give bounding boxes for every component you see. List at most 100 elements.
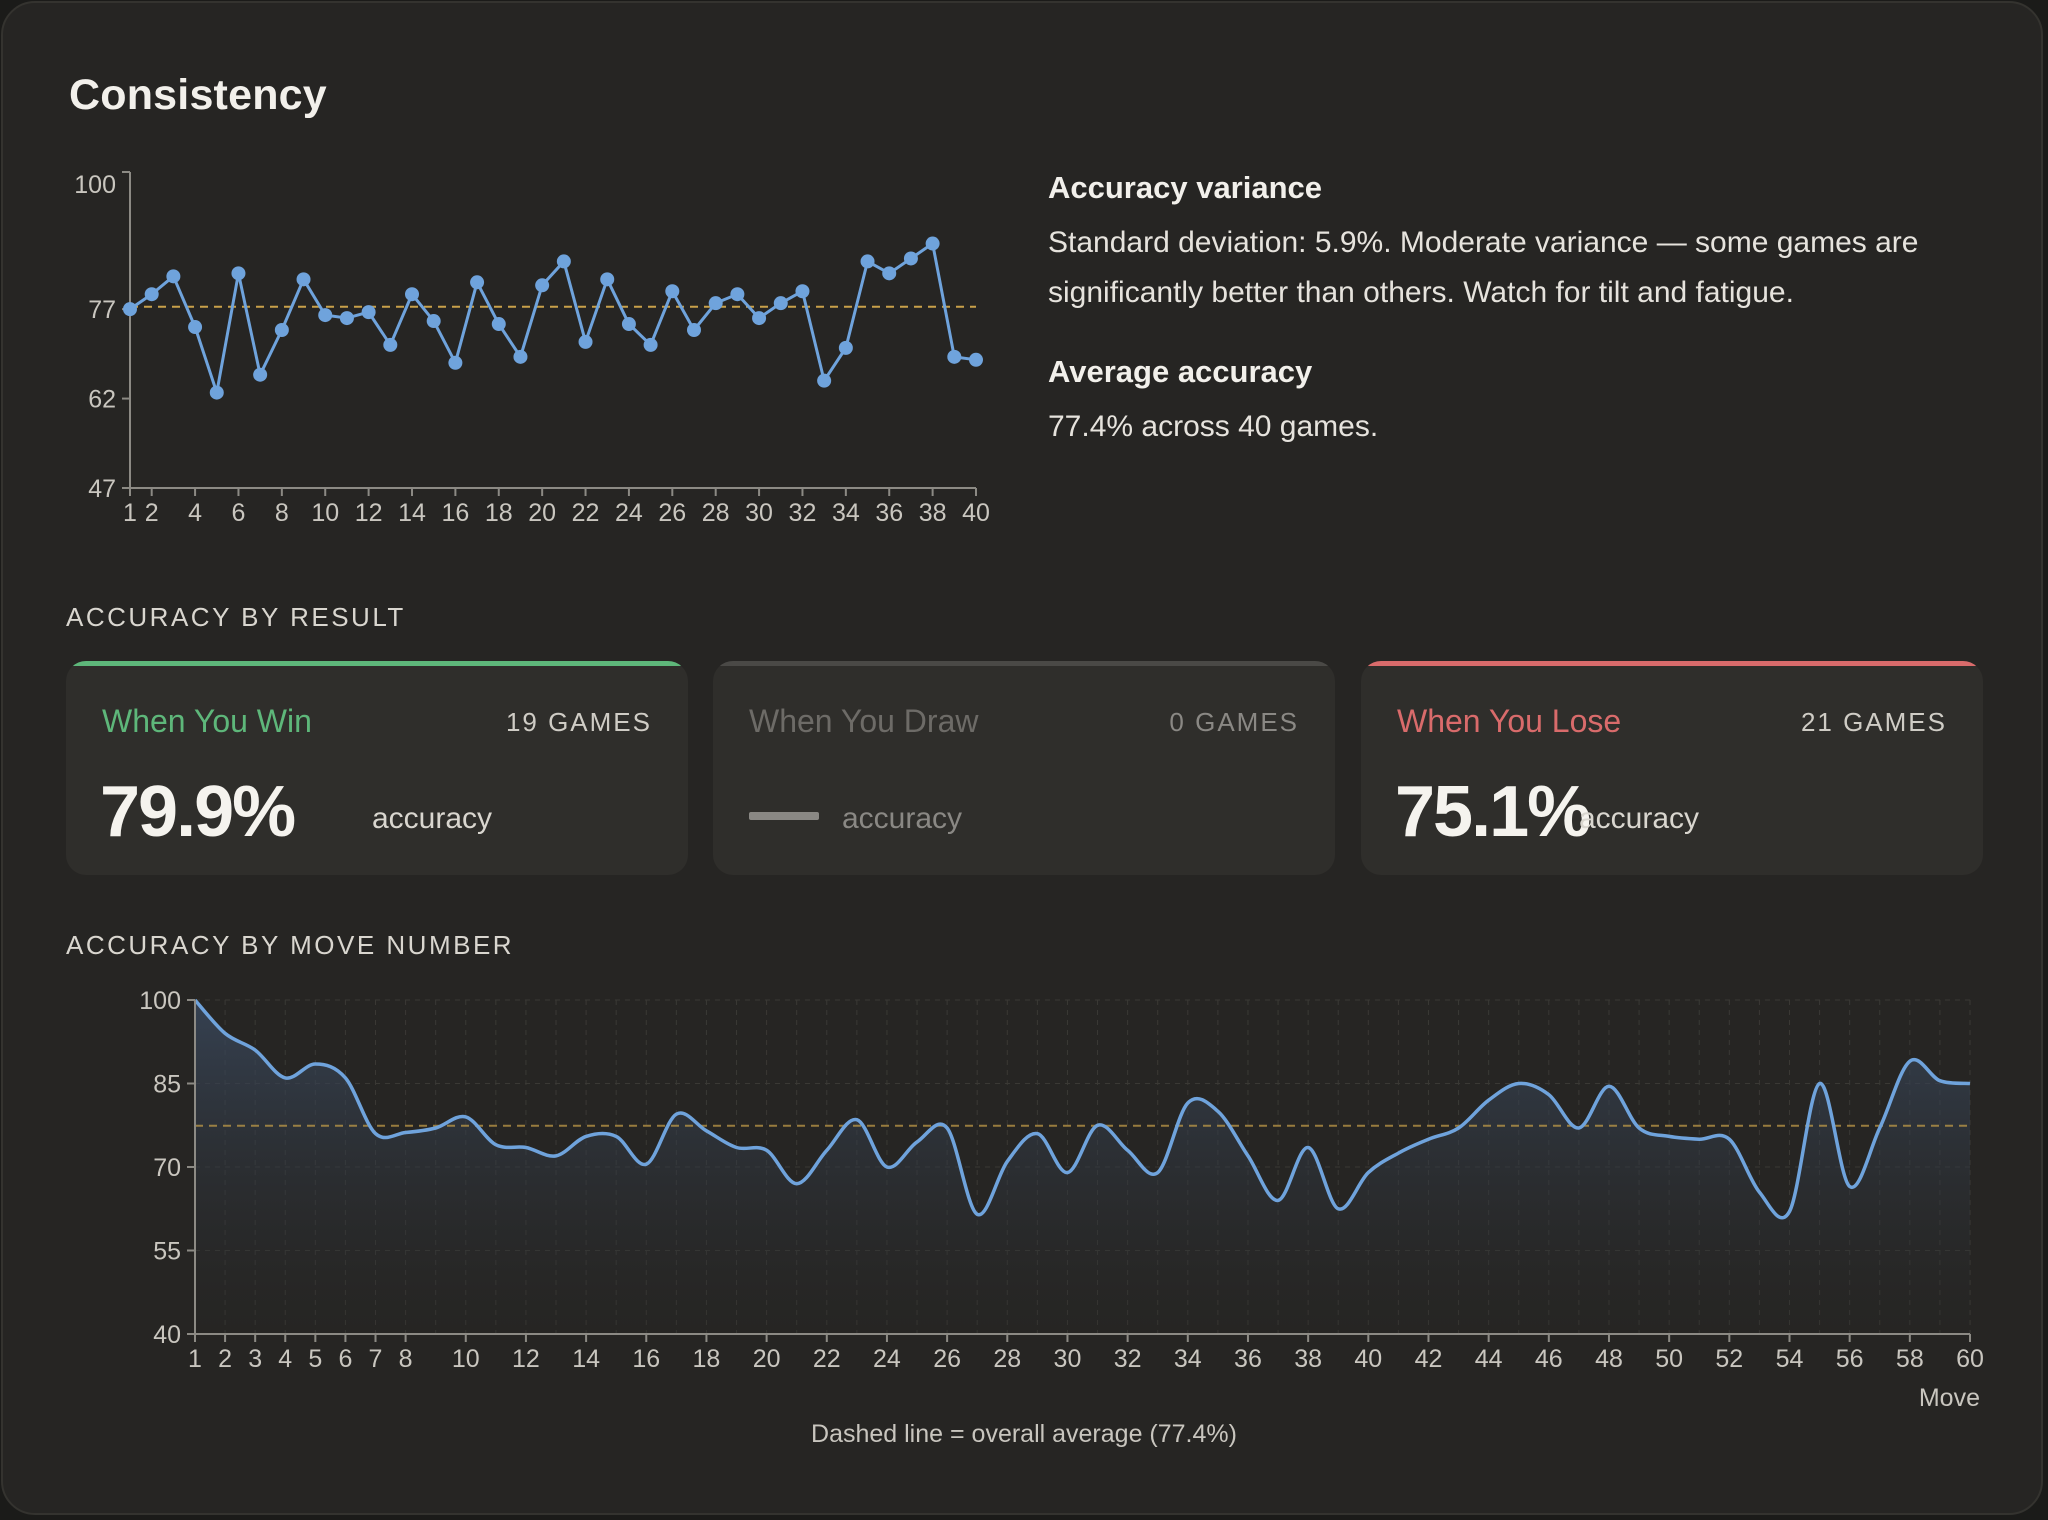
y-tick-label: 55	[153, 1238, 181, 1266]
average-heading: Average accuracy	[1048, 354, 1313, 389]
draw-card: When You Draw 0 GAMES accuracy	[713, 661, 1335, 875]
x-tick-label: 22	[813, 1345, 841, 1373]
x-tick-label: 30	[1054, 1345, 1082, 1373]
x-tick-label: 1	[123, 499, 137, 527]
move-section-label: ACCURACY BY MOVE NUMBER	[66, 930, 515, 960]
win-card-games: 19 GAMES	[505, 707, 652, 737]
accuracy-series-line	[193, 998, 1971, 1220]
x-tick-label: 34	[832, 499, 860, 527]
average-text: 77.4% across 40 games.	[1048, 410, 1379, 443]
x-tick-label: 16	[632, 1345, 660, 1373]
data-point	[513, 349, 528, 364]
data-point	[773, 296, 788, 311]
page-title: Consistency	[69, 71, 327, 119]
data-point	[795, 284, 810, 299]
x-tick-label: 4	[278, 1345, 292, 1373]
draw-card-accent	[713, 661, 1335, 666]
data-point	[470, 275, 485, 290]
lose-card-value: 75.1%	[1395, 772, 1591, 852]
data-point	[708, 296, 723, 311]
data-point	[903, 251, 918, 266]
data-point	[882, 266, 897, 281]
x-tick-label: 24	[615, 499, 643, 527]
x-tick-label: 28	[993, 1345, 1021, 1373]
x-tick-label: 32	[1114, 1345, 1142, 1373]
y-tick-label: 85	[153, 1071, 181, 1099]
win-card-title: When You Win	[102, 703, 312, 739]
x-tick-label: 24	[873, 1345, 901, 1373]
data-point	[296, 272, 311, 287]
x-tick-label: 54	[1776, 1345, 1804, 1373]
y-tick-label: 77	[88, 296, 116, 324]
x-tick-label: 60	[1956, 1345, 1984, 1373]
x-tick-label: 26	[933, 1345, 961, 1373]
data-point	[925, 236, 940, 251]
data-point	[947, 349, 962, 364]
data-point	[144, 287, 159, 302]
win-card: When You Win 19 GAMES 79.9% accuracy	[66, 661, 688, 875]
draw-card-unit: accuracy	[842, 802, 963, 835]
x-tick-label: 44	[1475, 1345, 1503, 1373]
x-tick-label: 42	[1415, 1345, 1443, 1373]
x-tick-label: 10	[452, 1345, 480, 1373]
x-tick-label: 32	[789, 499, 817, 527]
y-tick-label: 47	[88, 475, 116, 503]
data-point	[535, 278, 550, 293]
data-point	[860, 254, 875, 269]
data-point	[838, 340, 853, 355]
x-tick-label: 2	[145, 499, 159, 527]
data-point	[361, 305, 376, 320]
x-tick-label: 58	[1896, 1345, 1924, 1373]
x-tick-label: 1	[188, 1345, 202, 1373]
data-point	[600, 272, 615, 287]
x-tick-label: 3	[248, 1345, 262, 1373]
x-tick-label: 38	[1294, 1345, 1322, 1373]
data-point	[274, 323, 289, 337]
x-tick-label: 36	[875, 499, 903, 527]
data-point	[730, 287, 745, 302]
data-point	[752, 311, 767, 326]
x-tick-label: 20	[753, 1345, 781, 1373]
x-tick-label: 8	[399, 1345, 413, 1373]
data-point	[556, 254, 571, 269]
data-point	[253, 367, 268, 382]
data-point	[578, 334, 593, 349]
data-point	[621, 317, 636, 332]
data-point	[969, 352, 983, 367]
x-tick-label: 28	[702, 499, 730, 527]
data-point	[426, 314, 441, 329]
accuracy-series-line	[129, 242, 977, 395]
data-point	[209, 385, 224, 400]
data-point	[188, 320, 203, 335]
x-tick-label: 6	[232, 499, 246, 527]
y-tick-label: 100	[74, 171, 116, 199]
x-tick-label: 12	[512, 1345, 540, 1373]
data-point	[318, 308, 333, 323]
x-tick-label: 52	[1715, 1345, 1743, 1373]
x-tick-label: 12	[355, 499, 383, 527]
average-block: Average accuracy 77.4% across 40 games.	[1048, 354, 2008, 452]
y-tick-label: 70	[153, 1154, 181, 1182]
data-point	[383, 337, 398, 352]
variance-block: Accuracy variance Standard deviation: 5.…	[1048, 170, 2008, 318]
x-tick-label: 50	[1655, 1345, 1683, 1373]
x-tick-label: 14	[572, 1345, 600, 1373]
x-tick-label: 18	[693, 1345, 721, 1373]
win-card-value: 79.9%	[100, 772, 296, 852]
variance-heading: Accuracy variance	[1048, 170, 1323, 205]
x-axis-title: Move	[1919, 1384, 1980, 1412]
x-tick-label: 40	[1354, 1345, 1382, 1373]
x-tick-label: 34	[1174, 1345, 1202, 1373]
win-card-unit: accuracy	[372, 802, 493, 835]
y-tick-label: 40	[153, 1321, 181, 1349]
result-section-label: ACCURACY BY RESULT	[66, 602, 406, 632]
draw-card-title: When You Draw	[749, 703, 979, 739]
x-tick-label: 22	[572, 499, 600, 527]
x-tick-label: 36	[1234, 1345, 1262, 1373]
win-card-accent	[66, 661, 688, 666]
x-tick-label: 7	[369, 1345, 383, 1373]
x-tick-label: 16	[441, 499, 469, 527]
accuracy-area	[195, 1000, 1970, 1334]
